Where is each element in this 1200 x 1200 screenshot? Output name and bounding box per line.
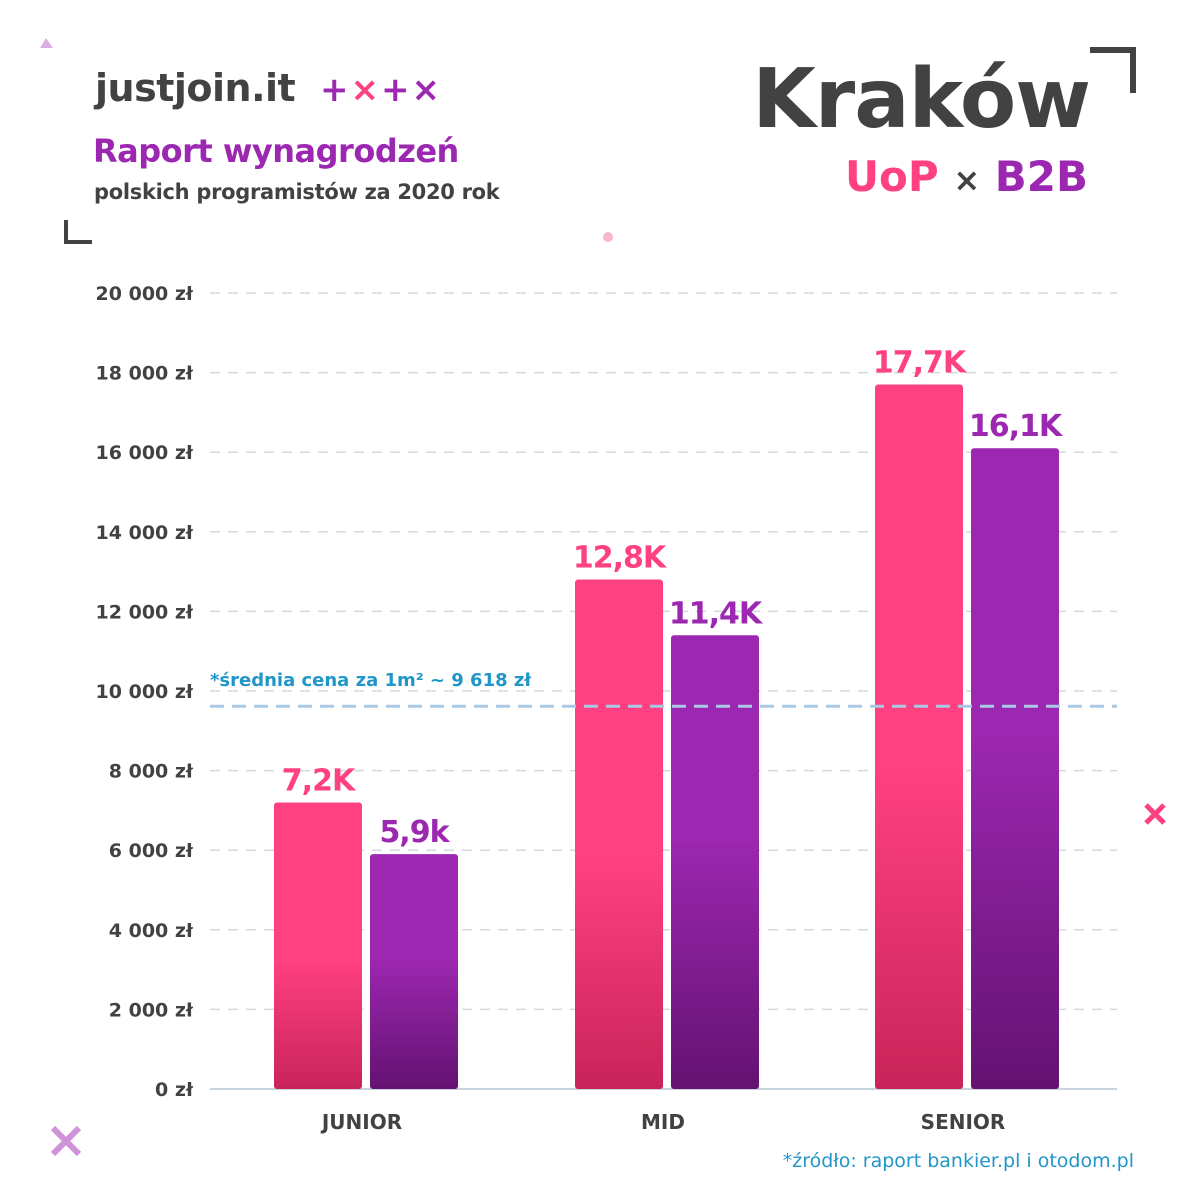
city-title: Kraków: [752, 52, 1091, 147]
bar-uop-junior: [274, 802, 362, 1089]
report-subtitle: polskich programistów za 2020 rok: [94, 180, 500, 204]
x-tick-label: SENIOR: [921, 1110, 1006, 1134]
dot-decoration-icon: [603, 232, 613, 242]
data-label: 16,1K: [969, 409, 1064, 444]
y-tick-label: 2 000 zł: [109, 999, 194, 1021]
data-label: 17,7K: [873, 346, 968, 381]
bar-uop-senior: [875, 384, 963, 1089]
data-label: 5,9k: [379, 815, 450, 850]
report-title: Raport wynagrodzeń: [93, 132, 459, 170]
y-tick-label: 12 000 zł: [96, 601, 194, 623]
corner-bracket-icon: [1090, 47, 1136, 93]
y-tick-label: 4 000 zł: [109, 920, 194, 942]
source-note: *źródło: raport bankier.pl i otodom.pl: [782, 1150, 1134, 1172]
data-label: 7,2K: [282, 763, 357, 798]
justjoin-logo: justjoin.it: [95, 66, 296, 110]
legend-b2b: B2B: [994, 152, 1088, 201]
y-tick-label: 16 000 zł: [96, 442, 194, 464]
legend-separator: ×: [953, 161, 981, 199]
reference-line-label: *średnia cena za 1m² ~ 9 618 zł: [210, 670, 532, 691]
y-tick-label: 8 000 zł: [109, 761, 194, 783]
y-tick-label: 6 000 zł: [109, 840, 194, 862]
y-tick-label: 18 000 zł: [96, 363, 194, 385]
bar-b2b-senior: [971, 448, 1059, 1090]
y-tick-label: 0 zł: [155, 1079, 194, 1101]
bar-uop-mid: [575, 579, 663, 1089]
cross-decoration-icon: [1144, 803, 1166, 825]
data-label: 11,4K: [669, 596, 764, 631]
y-tick-label: 14 000 zł: [96, 522, 194, 544]
y-tick-label: 20 000 zł: [96, 283, 194, 305]
logo-decoration-icon: +×+×: [320, 70, 442, 110]
cross-decoration-icon: [50, 1125, 82, 1157]
legend-uop: UoP: [844, 152, 939, 201]
x-tick-label: MID: [641, 1110, 685, 1134]
legend: UoP × B2B: [845, 152, 1088, 201]
corner-bracket-icon: [64, 220, 92, 244]
bar-b2b-mid: [671, 635, 759, 1089]
x-tick-label: JUNIOR: [320, 1110, 402, 1134]
y-tick-label: 10 000 zł: [96, 681, 194, 703]
data-label: 12,8K: [573, 541, 668, 576]
triangle-decoration-icon: [40, 38, 53, 48]
bar-b2b-junior: [370, 854, 458, 1089]
